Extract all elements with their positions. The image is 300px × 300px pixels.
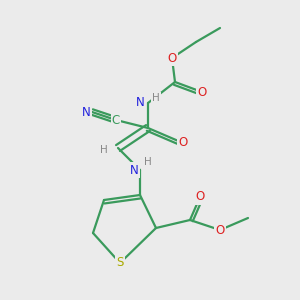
Text: H: H [144,157,152,167]
Text: N: N [82,106,90,118]
Text: O: O [167,52,177,64]
Text: S: S [116,256,124,269]
Text: H: H [100,145,108,155]
Text: O: O [195,190,205,203]
Text: O: O [178,136,188,149]
Text: O: O [215,224,225,236]
Text: C: C [112,113,120,127]
Text: O: O [197,85,207,98]
Text: N: N [136,97,144,110]
Text: H: H [152,93,160,103]
Text: N: N [130,164,138,176]
